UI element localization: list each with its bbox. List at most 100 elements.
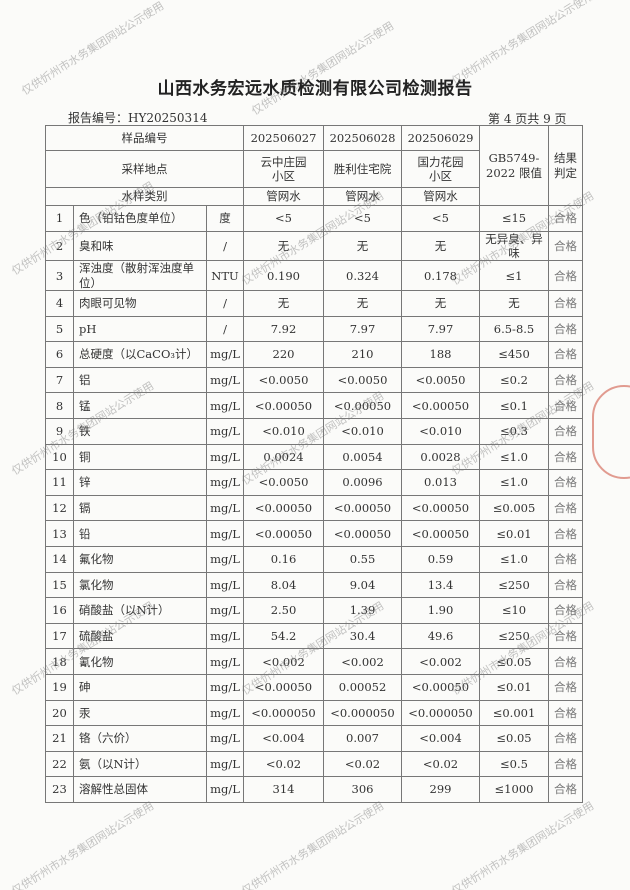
sample-value: 无: [243, 290, 324, 317]
sample-value: 0.00052: [323, 674, 402, 701]
item-name: 铜: [73, 443, 207, 471]
limit-value: ≤0.01: [479, 520, 549, 548]
table-row: 8 锰 mg/L <0.00050 <0.00050 <0.00050 ≤0.1 合格: [45, 392, 583, 420]
sample-value: 0.59: [401, 546, 480, 573]
sample-value: <0.00050: [401, 494, 480, 522]
row-number: 19: [45, 674, 74, 701]
row-number: 3: [45, 260, 74, 292]
limit-value: ≤15: [479, 205, 549, 232]
report-title: 山西水务宏远水质检测有限公司检测报告: [157, 79, 473, 99]
row-number: 4: [45, 290, 74, 317]
sample-value: 无: [243, 230, 324, 262]
limit-value: ≤0.3: [479, 418, 549, 445]
sample-value: 49.6: [401, 622, 480, 650]
sample-value: 无: [323, 290, 402, 317]
row-number: 9: [45, 418, 74, 445]
unit: mg/L: [206, 571, 244, 599]
sample-value: <0.010: [243, 418, 324, 445]
limit-value: ≤1000: [479, 776, 549, 803]
sample-type: 管网水: [401, 187, 480, 206]
sample-value: <5: [401, 205, 480, 232]
sample-value: <0.004: [243, 725, 324, 752]
limit-value: 无: [479, 290, 549, 317]
sample-value: 0.178: [401, 260, 480, 292]
sample-site: 胜利住宅院: [323, 150, 402, 188]
limit-value: ≤0.05: [479, 648, 549, 675]
sample-value: <0.02: [401, 750, 480, 778]
sample-value: <0.00050: [243, 674, 324, 701]
unit: mg/L: [206, 776, 244, 803]
sample-value: 0.0054: [323, 443, 402, 471]
result-value: 合格: [548, 418, 583, 445]
sample-value: <0.002: [401, 648, 480, 675]
result-value: 合格: [548, 443, 583, 471]
sample-value: 314: [243, 776, 324, 803]
limit-value: ≤0.05: [479, 725, 549, 752]
sample-value: <0.0050: [323, 366, 402, 394]
item-name: 溶解性总固体: [73, 776, 207, 803]
unit: mg/L: [206, 725, 244, 752]
sample-value: 7.92: [243, 315, 324, 343]
row-number: 22: [45, 750, 74, 778]
item-name: 硫酸盐: [73, 622, 207, 650]
table-row: 19 砷 mg/L <0.00050 0.00052 <0.00050 ≤0.01 合格: [45, 674, 583, 701]
unit: mg/L: [206, 418, 244, 445]
result-value: 合格: [548, 205, 583, 232]
unit: mg/L: [206, 520, 244, 548]
unit: mg/L: [206, 546, 244, 573]
result-value: 合格: [548, 699, 583, 727]
result-value: 合格: [548, 260, 583, 292]
item-name: 砷: [73, 674, 207, 701]
sample-value: 220: [243, 341, 324, 368]
watermark: 仅供忻州市水务集团网站公示使用: [249, 19, 397, 118]
sample-value: <0.00050: [401, 674, 480, 701]
limit-value: 6.5-8.5: [479, 315, 549, 343]
table-row: 12 镉 mg/L <0.00050 <0.00050 <0.00050 ≤0.005 合格: [45, 494, 583, 522]
unit: /: [206, 290, 244, 317]
results-table: 样品编号 202506027 202506028 202506029 GB574…: [45, 125, 583, 803]
unit: mg/L: [206, 622, 244, 650]
row-number: 20: [45, 699, 74, 727]
item-name: 氯化物: [73, 571, 207, 599]
sample-value: 0.013: [401, 469, 480, 496]
sample-value: <0.010: [323, 418, 402, 445]
sample-value: <0.000050: [401, 699, 480, 727]
sample-value: 0.007: [323, 725, 402, 752]
result-value: 合格: [548, 648, 583, 675]
sample-type: 管网水: [323, 187, 402, 206]
result-value: 合格: [548, 622, 583, 650]
sample-value: 7.97: [401, 315, 480, 343]
item-name: 氟化物: [73, 546, 207, 573]
row-number: 16: [45, 597, 74, 624]
sample-value: 0.190: [243, 260, 324, 292]
row-number: 14: [45, 546, 74, 573]
item-name: pH: [73, 315, 207, 343]
unit: mg/L: [206, 597, 244, 624]
item-name: 硝酸盐（以N计）: [73, 597, 207, 624]
sample-value: <0.00050: [243, 392, 324, 420]
limit-value: ≤0.2: [479, 366, 549, 394]
sample-value: <0.00050: [243, 520, 324, 548]
table-row: 21 铬（六价） mg/L <0.004 0.007 <0.004 ≤0.05 合格: [45, 725, 583, 752]
result-value: 合格: [548, 341, 583, 368]
watermark: 仅供忻州市水务集团网站公示使用: [9, 799, 157, 890]
watermark: 仅供忻州市水务集团网站公示使用: [449, 799, 597, 890]
limit-value: 无异臭、异味: [479, 230, 549, 262]
sample-type: 管网水: [243, 187, 324, 206]
sample-value: <0.002: [323, 648, 402, 675]
limit-value: ≤0.1: [479, 392, 549, 420]
item-name: 氨（以N计）: [73, 750, 207, 778]
sample-value: 0.16: [243, 546, 324, 573]
sample-value: 0.55: [323, 546, 402, 573]
sample-no: 202506027: [243, 125, 324, 151]
table-row: 4 肉眼可见物 / 无无无无合格: [45, 290, 583, 317]
row-number: 23: [45, 776, 74, 803]
result-value: 合格: [548, 776, 583, 803]
table-row: 18 氰化物 mg/L <0.002 <0.002 <0.002 ≤0.05 合格: [45, 648, 583, 675]
sample-site: 云中庄园小区: [243, 150, 324, 188]
result-label: 结果判定: [548, 125, 583, 206]
table-row: 2 臭和味 / 无无无无异臭、异味 合格: [45, 230, 583, 262]
sample-value: 1.90: [401, 597, 480, 624]
unit: mg/L: [206, 674, 244, 701]
item-name: 总硬度（以CaCO₃计）: [73, 341, 207, 368]
